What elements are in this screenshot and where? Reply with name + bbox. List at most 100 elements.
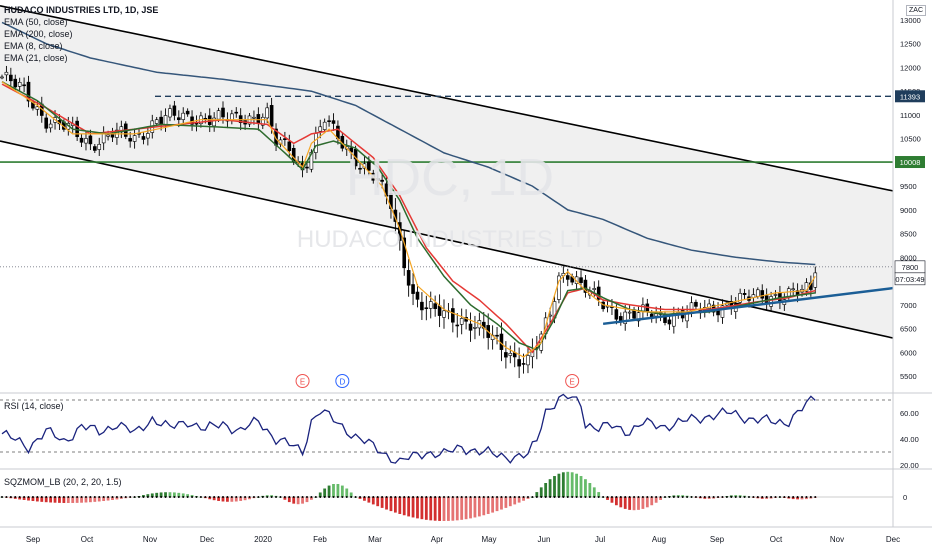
candle[interactable] <box>181 107 186 126</box>
time-tick-label: Nov <box>143 535 157 544</box>
momentum-bar <box>393 497 397 513</box>
candle[interactable] <box>813 266 818 294</box>
candle[interactable] <box>428 291 433 319</box>
candle[interactable] <box>9 67 13 89</box>
candle[interactable] <box>141 131 146 145</box>
legend-ema-200[interactable]: EMA (200, close) <box>4 29 73 39</box>
candle[interactable] <box>433 295 437 317</box>
candle[interactable] <box>720 299 725 324</box>
candle-body <box>623 311 628 324</box>
candle[interactable] <box>508 345 513 364</box>
candle[interactable] <box>406 258 411 297</box>
candle[interactable] <box>455 313 460 338</box>
candle[interactable] <box>557 272 561 304</box>
candle[interactable] <box>424 295 429 321</box>
candle[interactable] <box>694 299 698 310</box>
candle[interactable] <box>636 306 641 327</box>
candle[interactable] <box>512 342 517 368</box>
squeeze-dot <box>182 496 185 498</box>
candle[interactable] <box>791 282 795 296</box>
squeeze-dot <box>513 496 516 498</box>
candle[interactable] <box>420 292 424 320</box>
squeeze-dot <box>407 496 410 498</box>
candle[interactable] <box>397 212 402 251</box>
candle[interactable] <box>618 312 623 326</box>
candle[interactable] <box>190 110 194 131</box>
candle[interactable] <box>459 308 464 335</box>
candle[interactable] <box>48 119 53 133</box>
candle[interactable] <box>287 134 292 158</box>
candle[interactable] <box>318 119 323 139</box>
candle[interactable] <box>168 104 172 122</box>
candle[interactable] <box>641 297 645 319</box>
candle[interactable] <box>305 161 309 173</box>
candle[interactable] <box>402 229 407 276</box>
candle[interactable] <box>331 113 336 131</box>
rsi-tick-label: 20.00 <box>900 461 919 470</box>
candle[interactable] <box>26 75 31 108</box>
legend-ema-50[interactable]: EMA (50, close) <box>4 17 68 27</box>
ema-8-line[interactable] <box>1 81 816 358</box>
candle[interactable] <box>185 108 190 117</box>
rsi-line[interactable] <box>1 393 816 464</box>
candle[interactable] <box>283 131 287 146</box>
momentum-panel[interactable] <box>0 471 893 521</box>
candle[interactable] <box>583 274 588 298</box>
squeeze-dot <box>522 496 525 498</box>
channel-upper-line[interactable] <box>0 4 894 192</box>
candle[interactable] <box>132 128 137 149</box>
candle[interactable] <box>742 289 747 299</box>
momentum-bar <box>451 497 455 521</box>
event-marker[interactable]: D <box>335 374 350 388</box>
candle[interactable] <box>4 65 9 82</box>
candle[interactable] <box>93 143 97 153</box>
momentum-bar <box>296 497 300 505</box>
candle[interactable] <box>79 133 84 148</box>
legend-ema-8[interactable]: EMA (8, close) <box>4 41 63 51</box>
candle[interactable] <box>327 115 331 127</box>
event-marker[interactable]: E <box>565 374 580 388</box>
rsi-label[interactable]: RSI (14, close) <box>4 401 64 411</box>
candle[interactable] <box>212 112 216 132</box>
candle[interactable] <box>685 305 689 329</box>
candle[interactable] <box>517 347 521 379</box>
ema-200-line[interactable] <box>1 21 816 266</box>
candle[interactable] <box>672 306 676 334</box>
candle[interactable] <box>451 298 455 333</box>
candle[interactable] <box>0 74 4 80</box>
candle-body <box>48 123 53 129</box>
candle[interactable] <box>627 305 632 320</box>
candle[interactable] <box>358 162 362 174</box>
candle[interactable] <box>97 137 102 156</box>
candle[interactable] <box>579 270 583 291</box>
candle[interactable] <box>495 327 499 345</box>
candle[interactable] <box>468 312 473 342</box>
candle[interactable] <box>234 107 239 118</box>
candle[interactable] <box>172 100 177 121</box>
candle[interactable] <box>22 77 26 93</box>
momentum-label[interactable]: SQZMOM_LB (20, 2, 20, 1.5) <box>4 477 122 487</box>
candle-body <box>318 126 323 132</box>
candle[interactable] <box>437 294 442 328</box>
momentum-bar <box>628 497 632 510</box>
currency-label[interactable]: ZAC <box>906 5 926 16</box>
blue-trendline[interactable] <box>602 286 894 325</box>
candle[interactable] <box>128 131 132 148</box>
squeeze-dot <box>562 496 565 498</box>
rsi-panel[interactable] <box>0 393 893 464</box>
candle[interactable] <box>411 273 415 306</box>
candle[interactable] <box>260 113 265 130</box>
legend-ema-21[interactable]: EMA (21, close) <box>4 53 68 63</box>
candle[interactable] <box>415 284 420 308</box>
candle[interactable] <box>442 299 446 329</box>
momentum-bar <box>659 497 662 500</box>
candle[interactable] <box>473 315 477 340</box>
candle[interactable] <box>146 126 150 146</box>
candle[interactable] <box>769 291 773 311</box>
candle[interactable] <box>17 77 22 91</box>
event-marker[interactable]: E <box>295 374 310 388</box>
candle[interactable] <box>526 347 530 374</box>
candle[interactable] <box>44 113 49 133</box>
candle[interactable] <box>504 341 508 369</box>
